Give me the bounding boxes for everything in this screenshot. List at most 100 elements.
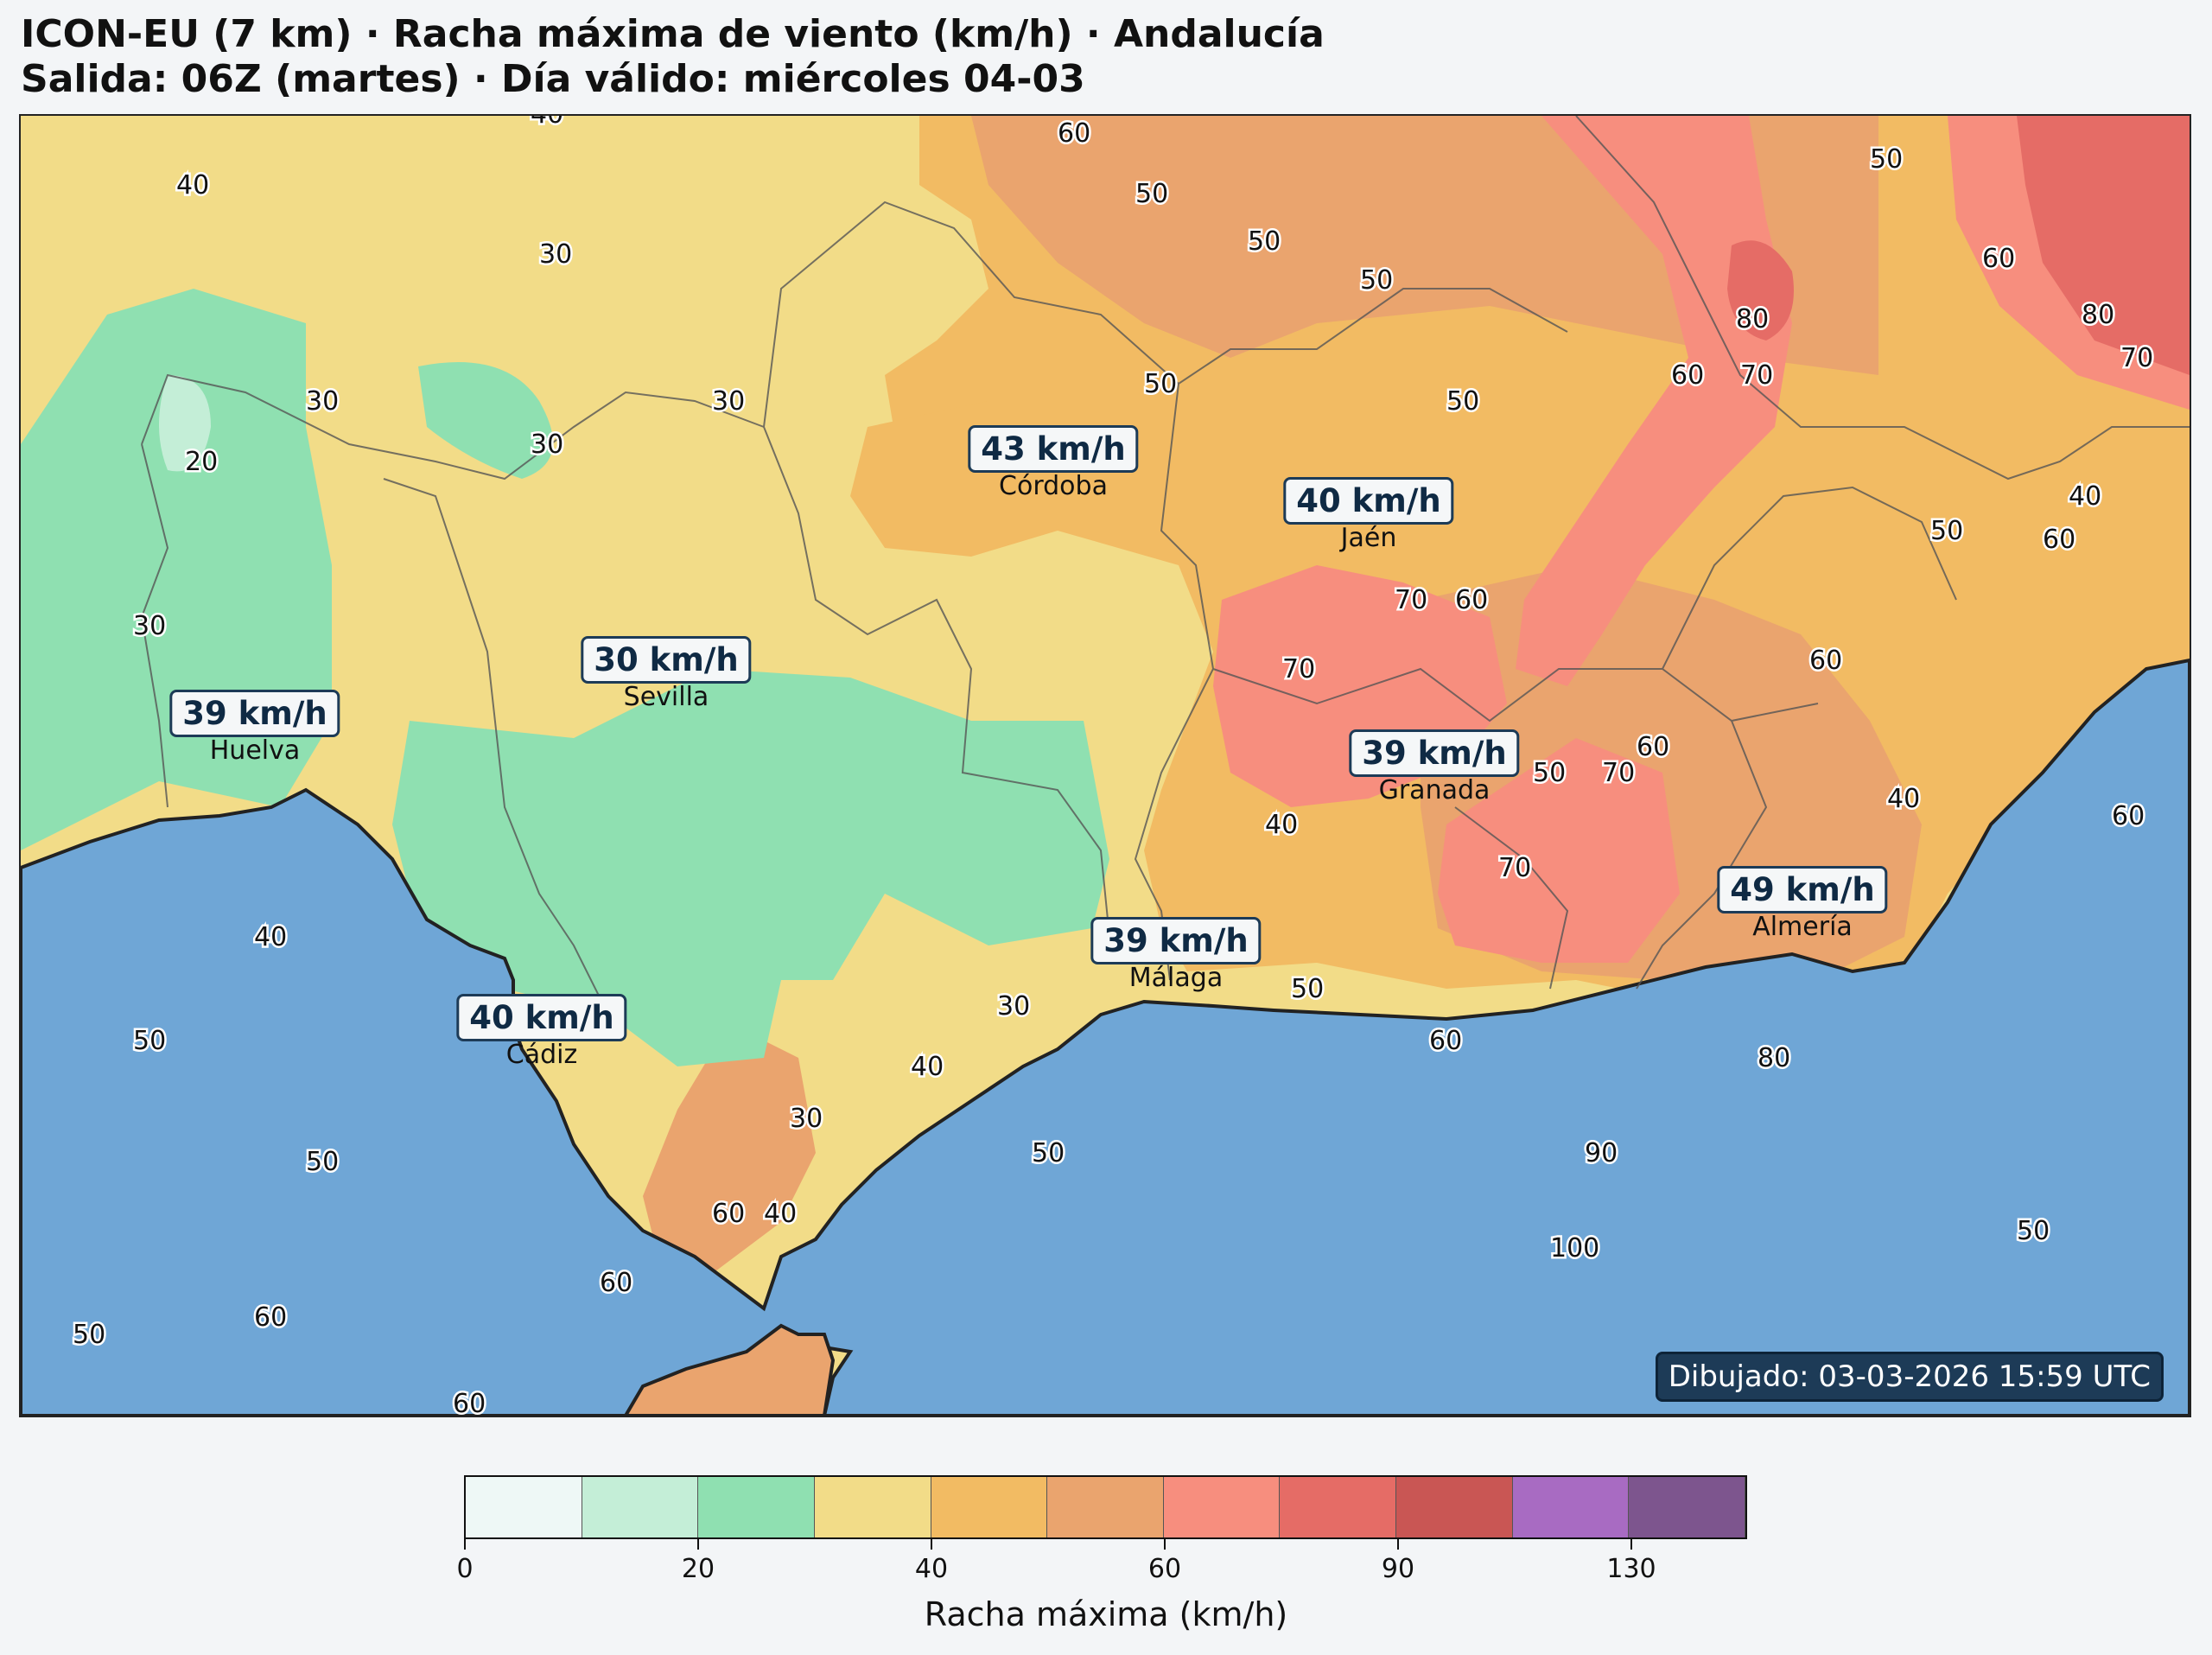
- contour-label: 50: [2017, 1216, 2050, 1246]
- border-huelva-sevilla: [141, 373, 765, 481]
- contour-label: 40: [1265, 810, 1298, 840]
- city-gust-value: 40 km/h: [456, 994, 627, 1041]
- contour-label: 70: [1498, 853, 1531, 883]
- contour-label: 40: [176, 170, 209, 201]
- contour-label: 50: [1248, 226, 1281, 257]
- red-zone-sierra-nevada-north: [1516, 116, 1792, 686]
- contour-label: 30: [539, 239, 572, 270]
- colorbar-segment: [466, 1477, 582, 1537]
- border-north: [763, 201, 1568, 428]
- contour-label: 30: [531, 430, 563, 460]
- contour-label: 50: [1870, 144, 1903, 175]
- contour-label: 60: [712, 1199, 745, 1229]
- border-granada-almeria: [1662, 486, 1957, 670]
- contour-label: 50: [133, 1026, 166, 1056]
- colorbar-segment: [1512, 1477, 1630, 1537]
- map-panel: 40 40 30 30 30 30 20 30 50 50 50 50 50 6…: [19, 114, 2191, 1417]
- contour-label: 50: [1135, 179, 1168, 209]
- contour-label: 70: [1602, 758, 1635, 788]
- contour-label: 80: [2082, 300, 2114, 330]
- city-gust-value: 39 km/h: [1349, 729, 1520, 777]
- city-marker-cadiz: 40 km/h Cádiz: [456, 994, 627, 1070]
- contour-label: 60: [2112, 801, 2145, 831]
- colorbar-tick-label: 40: [914, 1554, 949, 1584]
- contour-label: 50: [1360, 265, 1393, 296]
- contour-label: 40: [911, 1052, 944, 1082]
- border-sevilla-cordoba: [763, 426, 1110, 938]
- colorbar-segment: [1629, 1477, 1746, 1537]
- contour-label: 50: [1930, 516, 1963, 546]
- colorbar-tick-label: 20: [681, 1554, 715, 1584]
- contour-label: 60: [254, 1302, 287, 1333]
- colorbar-segment: [1163, 1477, 1281, 1537]
- contour-label: 30: [997, 991, 1030, 1022]
- green-zone-sierra-norte: [418, 362, 553, 479]
- border-sevilla-cadiz: [383, 478, 609, 1015]
- contour-label: 70: [1740, 360, 1773, 391]
- contour-label: 50: [1533, 758, 1566, 788]
- contour-label: 30: [306, 386, 339, 417]
- city-gust-value: 49 km/h: [1717, 866, 1888, 913]
- border-east: [1575, 116, 2190, 481]
- colorbar-segment: [1047, 1477, 1164, 1537]
- contour-label: 30: [133, 611, 166, 641]
- city-gust-value: 39 km/h: [1090, 917, 1262, 964]
- contour-label: 60: [1671, 360, 1704, 391]
- city-name: Córdoba: [999, 471, 1108, 501]
- contour-label: 60: [1455, 585, 1488, 615]
- colorbar-segment: [814, 1477, 931, 1537]
- contour-label: 40: [254, 922, 287, 952]
- province-borders: [140, 116, 2190, 1015]
- colorbar-tick-label: 90: [1381, 1554, 1415, 1584]
- contour-label: 50: [1291, 974, 1324, 1004]
- sea: [21, 658, 2190, 1416]
- border-almeria-south: [1636, 720, 1768, 990]
- contour-label: 60: [1429, 1026, 1462, 1056]
- colorbar-segment: [1396, 1477, 1513, 1537]
- contour-label: 60: [453, 1389, 486, 1416]
- contour-label: 60: [1637, 732, 1669, 762]
- dark-red-core: [1727, 240, 1794, 341]
- contour-label: 60: [600, 1268, 632, 1298]
- city-name: Sevilla: [623, 682, 709, 712]
- contour-label: 40: [531, 116, 563, 130]
- contour-label: 40: [764, 1199, 797, 1229]
- city-gust-value: 30 km/h: [581, 636, 752, 684]
- contour-label: 70: [1395, 585, 1427, 615]
- contour-label: 50: [1144, 369, 1177, 399]
- colorbar-tick-label: 60: [1147, 1554, 1182, 1584]
- border-cordoba-jaen: [1134, 383, 1215, 981]
- red-zone-alpujarra: [1438, 738, 1680, 963]
- contour-label: 60: [1058, 118, 1090, 149]
- city-name: Jaén: [1340, 523, 1397, 553]
- city-gust-value: 39 km/h: [169, 690, 340, 737]
- city-name: Huelva: [209, 735, 301, 766]
- contour-label: 60: [1982, 244, 2015, 274]
- colorbar-segment: [698, 1477, 815, 1537]
- city-name: Málaga: [1128, 963, 1224, 993]
- light-green-patch: [159, 375, 211, 472]
- green-zone-campina: [392, 669, 1109, 1066]
- city-gust-value: 43 km/h: [968, 425, 1139, 473]
- contour-label: 60: [2043, 525, 2075, 555]
- colorbar-tick: [464, 1539, 466, 1550]
- map-subtitle: Salida: 06Z (martes) · Día válido: miérc…: [21, 57, 1085, 101]
- city-name: Almería: [1752, 912, 1853, 942]
- contour-labels: 40 40 30 30 30 30 20 30 50 50 50 50 50 6…: [71, 116, 2156, 1416]
- north-africa-land: [623, 1323, 836, 1416]
- colorbar-segment: [1280, 1477, 1397, 1537]
- contour-label: 80: [1736, 304, 1769, 334]
- colorbar-segment: [931, 1477, 1048, 1537]
- contour-label: 40: [2069, 481, 2101, 512]
- city-marker-granada: 39 km/h Granada: [1349, 729, 1520, 805]
- contour-label: 40: [1887, 784, 1920, 814]
- contour-label: 30: [790, 1104, 823, 1134]
- wind-gust-map: 40 40 30 30 30 30 20 30 50 50 50 50 50 6…: [21, 116, 2190, 1416]
- contour-label: 50: [73, 1320, 105, 1350]
- contour-label: 80: [1758, 1043, 1790, 1073]
- colorbar-segment: [582, 1477, 699, 1537]
- contour-label: 70: [1282, 654, 1315, 684]
- drawn-timestamp: Dibujado: 03-03-2026 15:59 UTC: [1655, 1352, 2164, 1402]
- city-name: Cádiz: [505, 1040, 578, 1070]
- colorbar-label: Racha máxima (km/h): [924, 1595, 1288, 1633]
